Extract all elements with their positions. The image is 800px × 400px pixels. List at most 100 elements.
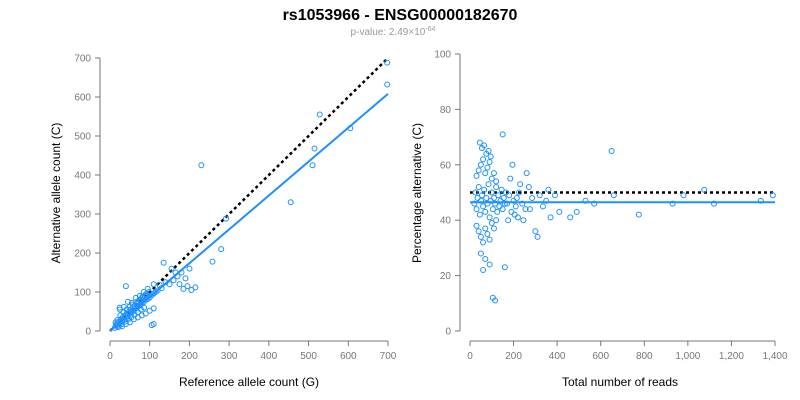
- left-x-tick-label: 400: [261, 351, 278, 362]
- figure-title: rs1053966 - ENSG00000182670: [283, 7, 518, 24]
- right-data-point: [769, 192, 776, 199]
- left-data-point: [142, 310, 149, 317]
- right-data-point: [490, 225, 497, 232]
- left-data-point: [144, 285, 151, 292]
- left-data-point: [198, 162, 205, 169]
- right-data-point: [473, 206, 480, 213]
- right-data-point: [477, 161, 484, 168]
- right-data-point: [478, 192, 485, 199]
- right-data-point: [680, 192, 687, 199]
- left-data-point: [309, 162, 316, 169]
- right-data-point: [488, 175, 495, 182]
- left-data-point: [116, 306, 123, 313]
- right-data-point: [485, 147, 492, 154]
- right-data-point: [505, 217, 512, 224]
- right-data-point: [551, 192, 558, 199]
- left-y-tick-label: 300: [74, 210, 91, 221]
- left-data-point: [180, 285, 187, 292]
- right-data-point: [475, 167, 482, 174]
- left-data-point: [141, 304, 148, 311]
- left-x-tick-label: 700: [380, 351, 397, 362]
- right-data-point: [498, 186, 505, 193]
- right-data-point: [501, 200, 508, 207]
- subtitle-exponent: -64: [425, 26, 435, 33]
- right-data-point: [486, 214, 493, 221]
- right-y-tick-label: 0: [445, 327, 451, 338]
- right-data-point: [701, 186, 708, 193]
- right-x-tick-label: 200: [505, 351, 522, 362]
- left-data-point: [172, 269, 179, 276]
- right-data-point: [472, 189, 479, 196]
- right-data-point: [482, 208, 489, 215]
- left-data-point: [150, 305, 157, 312]
- right-data-point: [523, 170, 530, 177]
- right-data-point: [495, 192, 502, 199]
- right-data-point: [520, 217, 527, 224]
- right-y-tick-label: 40: [440, 216, 452, 227]
- left-x-tick-label: 500: [300, 351, 317, 362]
- left-y-tick-label: 700: [74, 54, 91, 65]
- right-data-point: [473, 222, 480, 229]
- left-axes: 0 100 200 300 400 500 600 700 0 100 200 300 400 500 60…: [74, 54, 396, 363]
- right-data-point: [480, 156, 487, 163]
- right-data-point: [582, 197, 589, 204]
- left-y-tick-label: 0: [85, 327, 91, 338]
- right-data-point: [519, 200, 526, 207]
- figure-subtitle: p-value: 2.49×10-64: [351, 26, 436, 38]
- left-data-point: [287, 199, 294, 206]
- right-data-point: [499, 206, 506, 213]
- right-data-point: [486, 236, 493, 243]
- right-data-point: [545, 186, 552, 193]
- right-data-point: [486, 159, 493, 166]
- right-x-tick-label: 400: [549, 351, 566, 362]
- right-axes: 0 200 400 600 800 1,000 1,200 1,400 0 20 40 60 80 100: [434, 50, 788, 363]
- right-y-tick-label: 80: [440, 105, 452, 116]
- left-x-tick-label: 300: [221, 351, 238, 362]
- right-data-point: [480, 203, 487, 210]
- left-data-point: [192, 284, 199, 291]
- right-data-point: [482, 170, 489, 177]
- left-data-point: [311, 145, 318, 152]
- left-x-tick-label: 600: [340, 351, 357, 362]
- right-x-tick-label: 600: [592, 351, 609, 362]
- right-data-point: [547, 214, 554, 221]
- right-data-point: [490, 170, 497, 177]
- right-data-point: [507, 175, 514, 182]
- left-data-point: [170, 277, 177, 284]
- left-data-point: [126, 319, 133, 326]
- right-data-point: [591, 200, 598, 207]
- right-data-point: [477, 197, 484, 204]
- right-data-point: [488, 189, 495, 196]
- right-data-point: [500, 195, 507, 202]
- right-data-point: [481, 186, 488, 193]
- right-data-point: [494, 208, 501, 215]
- right-data-point: [492, 200, 499, 207]
- left-data-point: [168, 265, 175, 272]
- left-data-point: [150, 281, 157, 288]
- left-data-point: [158, 285, 165, 292]
- right-data-point: [532, 228, 539, 235]
- right-fit-line-group: [470, 191, 775, 204]
- left-data-point: [384, 81, 391, 88]
- right-data-point: [509, 161, 516, 168]
- right-data-point: [485, 181, 492, 188]
- right-data-point: [513, 195, 520, 202]
- right-data-point: [506, 192, 513, 199]
- right-data-point: [536, 192, 543, 199]
- right-data-point: [482, 225, 489, 232]
- left-data-point: [120, 303, 127, 310]
- right-data-point: [573, 208, 580, 215]
- right-data-point: [539, 203, 546, 210]
- right-data-point: [669, 200, 676, 207]
- right-data-point: [476, 211, 483, 218]
- right-data-point: [480, 267, 487, 274]
- left-data-point: [186, 265, 193, 272]
- right-data-point: [499, 131, 506, 138]
- right-data-point: [496, 203, 503, 210]
- right-data-point: [489, 206, 496, 213]
- left-y-tick-label: 400: [74, 171, 91, 182]
- right-x-tick-label: 1,000: [675, 351, 700, 362]
- left-data-point: [218, 246, 225, 253]
- right-data-point: [483, 195, 490, 202]
